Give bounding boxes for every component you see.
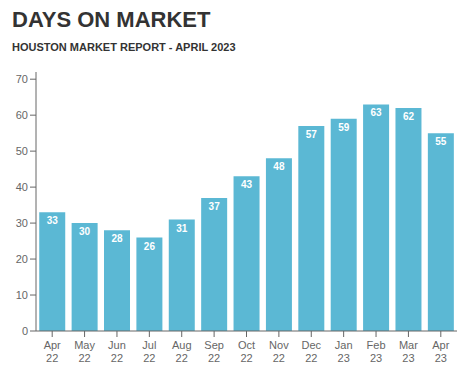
svg-text:Jun22: Jun22 [108, 339, 126, 364]
html-text:DAYS ON MARKET: DAYS ON MARKET [12, 7, 211, 32]
svg-text:55: 55 [435, 136, 447, 147]
svg-text:Feb23: Feb23 [367, 339, 386, 364]
svg-text:Jul22: Jul22 [142, 339, 156, 364]
svg-text:63: 63 [371, 107, 383, 118]
svg-text:62: 62 [403, 111, 415, 122]
svg-text:Oct22: Oct22 [238, 339, 255, 364]
svg-text:Dec22: Dec22 [301, 339, 321, 364]
svg-text:May22: May22 [74, 339, 95, 364]
svg-text:59: 59 [338, 122, 350, 133]
svg-text:26: 26 [144, 241, 156, 252]
svg-text:50: 50 [16, 145, 28, 157]
svg-text:20: 20 [16, 253, 28, 265]
svg-text:30: 30 [79, 226, 91, 237]
svg-text:40: 40 [16, 181, 28, 193]
svg-text:Apr23: Apr23 [432, 339, 449, 364]
svg-text:57: 57 [306, 129, 318, 140]
svg-text:Apr22: Apr22 [44, 339, 61, 364]
svg-text:60: 60 [16, 109, 28, 121]
svg-text:43: 43 [241, 179, 253, 190]
svg-text:Nov22: Nov22 [269, 339, 289, 364]
svg-text:10: 10 [16, 289, 28, 301]
svg-text:48: 48 [273, 161, 285, 172]
html-text:HOUSTON MARKET REPORT - APRIL: HOUSTON MARKET REPORT - APRIL 2023 [12, 41, 236, 53]
svg-text:Sep22: Sep22 [204, 339, 224, 364]
svg-text:0: 0 [22, 325, 28, 337]
svg-text:37: 37 [209, 201, 221, 212]
svg-text:30: 30 [16, 217, 28, 229]
svg-text:Jan23: Jan23 [335, 339, 353, 364]
svg-text:33: 33 [47, 215, 59, 226]
svg-text:31: 31 [176, 223, 188, 234]
svg-text:28: 28 [111, 233, 123, 244]
svg-text:Aug22: Aug22 [172, 339, 192, 364]
svg-text:Mar23: Mar23 [399, 339, 418, 364]
svg-text:70: 70 [16, 73, 28, 85]
